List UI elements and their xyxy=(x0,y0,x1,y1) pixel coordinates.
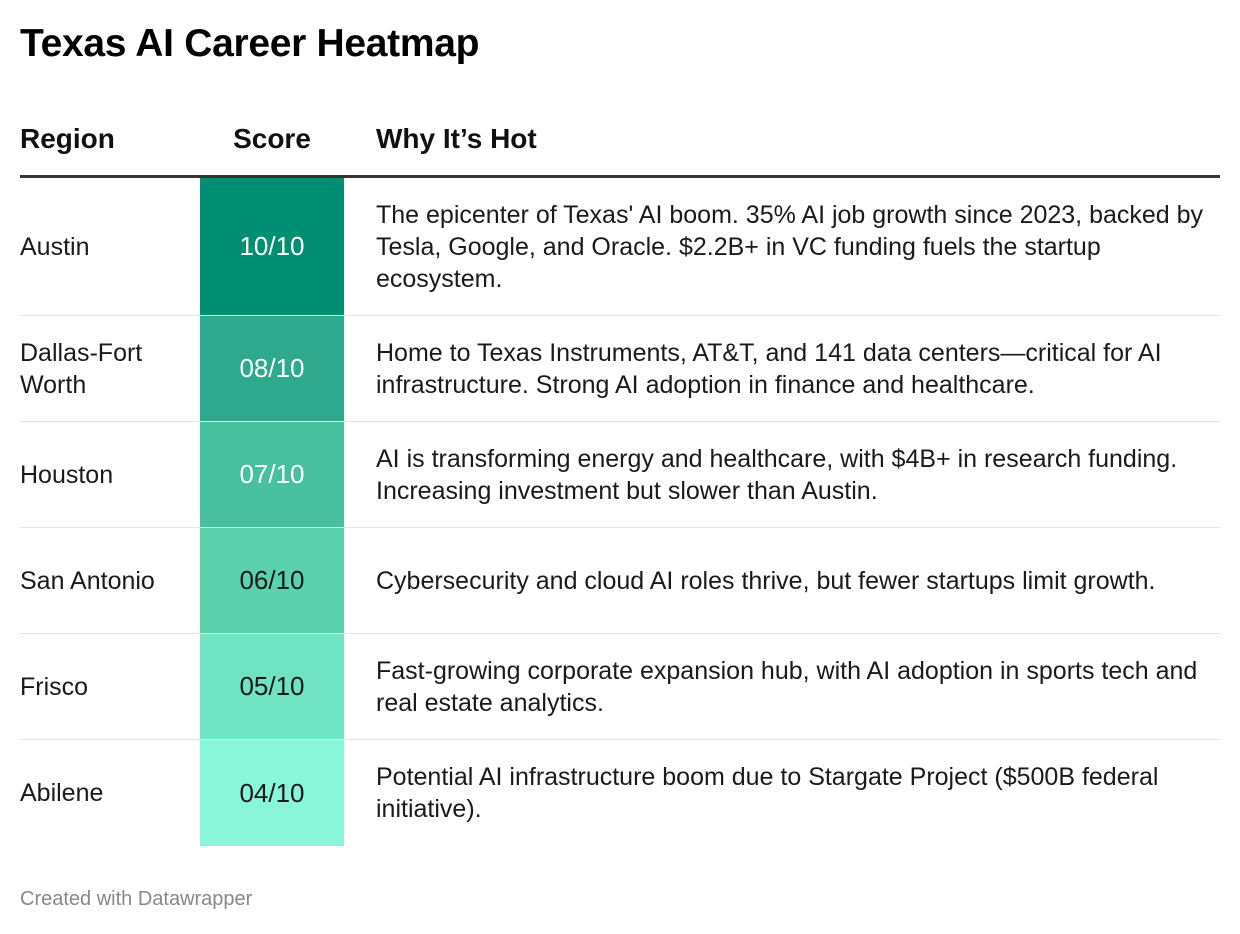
why-cell: Fast-growing corporate expansion hub, wi… xyxy=(376,656,1198,717)
region-cell: Houston xyxy=(20,460,114,489)
table-row: San Antonio 06/10 Cybersecurity and cloud … xyxy=(20,528,1220,634)
region-cell: Frisco xyxy=(20,672,89,701)
table-header: Region Score Why It’s Hot xyxy=(20,110,1220,178)
region-cell: Abilene xyxy=(20,779,104,807)
table-row: Abilene 04/10 Potential AI infrastructure … xyxy=(20,740,1220,846)
column-header-region: Region xyxy=(20,123,115,154)
table-row: Houston 07/10 AI is transforming energy an… xyxy=(20,422,1220,528)
heatmap-table: Region Score Why It’s Hot Austin 10/10 The… xyxy=(20,110,1220,846)
column-header-why: Why It’s Hot xyxy=(376,123,537,154)
region-cell: San Antonio xyxy=(20,566,155,595)
credit-footer: Created with Datawrapper xyxy=(20,888,253,910)
table-row: Frisco 05/10 Fast-growing corporate expans… xyxy=(20,634,1220,740)
score-cell: 04/10 xyxy=(200,740,344,846)
table-row: Dallas-Fort Worth 08/10 Home to Texas Inst… xyxy=(20,316,1220,422)
table-body: Austin 10/10 The epicenter of Texas' AI bo… xyxy=(20,178,1220,846)
why-cell: AI is transforming energy and healthcare… xyxy=(376,444,1178,505)
why-cell: Cybersecurity and cloud AI roles thrive,… xyxy=(376,566,1156,595)
region-cell: Dallas-Fort Worth xyxy=(20,338,143,399)
score-cell: 05/10 xyxy=(200,634,344,739)
score-cell: 06/10 xyxy=(200,528,344,633)
why-cell: The epicenter of Texas' AI boom. 35% AI … xyxy=(376,200,1204,293)
score-cell: 10/10 xyxy=(200,178,344,315)
score-cell: 07/10 xyxy=(200,422,344,527)
table-row: Austin 10/10 The epicenter of Texas' AI bo… xyxy=(20,178,1220,316)
score-cell: 08/10 xyxy=(200,316,344,421)
why-cell: Home to Texas Instruments, AT&T, and 141… xyxy=(376,338,1162,399)
region-cell: Austin xyxy=(20,232,90,261)
why-cell: Potential AI infrastructure boom due to … xyxy=(376,763,1159,823)
chart-title: Texas AI Career Heatmap xyxy=(20,22,480,65)
column-header-score: Score xyxy=(233,123,311,154)
